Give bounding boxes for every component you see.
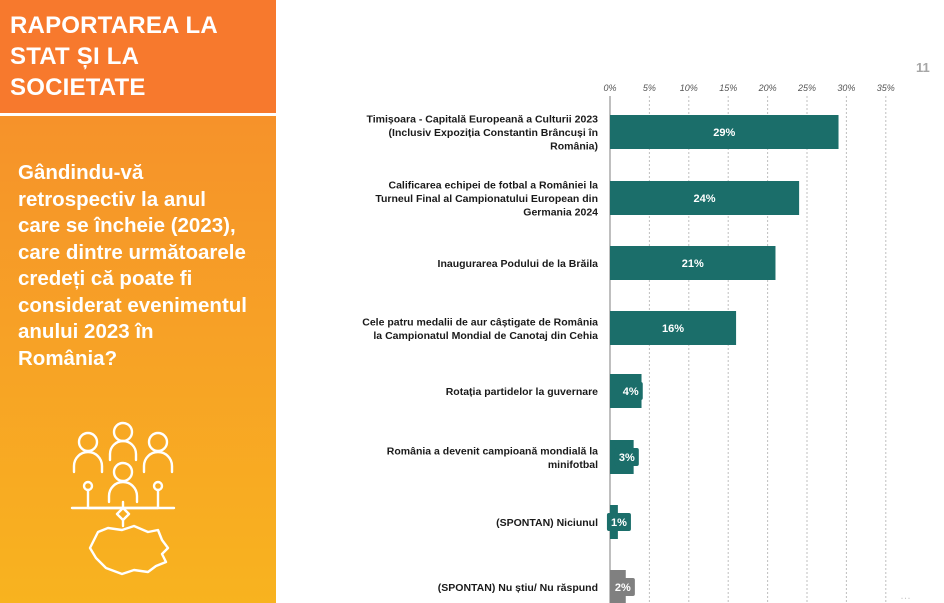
x-tick-label: 5% bbox=[643, 83, 656, 93]
category-label-line: România) bbox=[550, 141, 598, 153]
category-label-line: România a devenit campioană mondială la bbox=[387, 445, 598, 457]
value-label-bg bbox=[618, 382, 643, 400]
x-tick-label: 35% bbox=[877, 83, 895, 93]
x-tick-label: 20% bbox=[758, 83, 777, 93]
category-label: Inaugurarea Podului de la Brăila bbox=[438, 258, 599, 270]
category-label: (SPONTAN) Nu știu/ Nu răspund bbox=[438, 582, 598, 594]
category-label-line: (Inclusiv Expoziția Constantin Brâncuși … bbox=[389, 127, 598, 139]
value-label: 29% bbox=[713, 127, 735, 139]
category-label: Rotația partidelor la guvernare bbox=[446, 386, 598, 398]
category-label: (SPONTAN) Niciunul bbox=[496, 517, 598, 529]
corner-watermark-fragment: … bbox=[900, 590, 911, 602]
value-label-bg bbox=[614, 448, 639, 466]
value-label: 21% bbox=[682, 258, 704, 270]
bar bbox=[610, 115, 839, 149]
category-label-line: Timișoara - Capitală Europeană a Culturi… bbox=[367, 114, 599, 126]
x-tick-label: 30% bbox=[837, 83, 855, 93]
category-label-line: Germania 2024 bbox=[523, 207, 598, 219]
value-label: 1% bbox=[611, 517, 627, 529]
value-label-bg bbox=[606, 513, 631, 531]
x-tick-label: 25% bbox=[797, 83, 816, 93]
category-label-line: Cele patru medalii de aur câștigate de R… bbox=[362, 316, 598, 328]
survey-question: Gândindu-vă retrospectiv la anul care se… bbox=[18, 161, 247, 370]
x-tick-label: 15% bbox=[719, 83, 737, 93]
bars: 29% 24% 21% 16% 4% 3% 1% 2% bbox=[606, 115, 839, 603]
value-label: 4% bbox=[623, 386, 639, 398]
x-tick-label: 10% bbox=[680, 83, 698, 93]
sidebar-header: RAPORTAREA LA STAT ȘI LA SOCIETATE bbox=[0, 0, 276, 116]
value-label: 2% bbox=[615, 582, 631, 594]
value-label: 24% bbox=[694, 193, 716, 205]
category-label: Calificarea echipei de fotbal a României… bbox=[375, 180, 598, 219]
category-label: Timișoara - Capitală Europeană a Culturi… bbox=[367, 114, 599, 153]
x-tick-label: 0% bbox=[603, 83, 616, 93]
category-labels: Timișoara - Capitală Europeană a Culturi… bbox=[362, 114, 598, 595]
category-label-line: Inaugurarea Podului de la Brăila bbox=[438, 258, 599, 270]
grid-lines bbox=[609, 96, 887, 603]
value-label: 3% bbox=[619, 452, 635, 464]
category-label: Cele patru medalii de aur câștigate de R… bbox=[362, 316, 598, 342]
category-label-line: (SPONTAN) Nu știu/ Nu răspund bbox=[438, 582, 598, 594]
category-label-line: minifotbal bbox=[548, 459, 598, 471]
bar bbox=[610, 311, 737, 345]
people-network-romania-map-icon bbox=[70, 421, 176, 576]
sidebar-panel: RAPORTAREA LA STAT ȘI LA SOCIETATE Gândi… bbox=[0, 0, 276, 603]
value-label-bg bbox=[610, 578, 635, 596]
category-label-line: (SPONTAN) Niciunul bbox=[496, 517, 598, 529]
category-label-line: la Campionatul Mondial de Canotaj din Ce… bbox=[373, 330, 598, 342]
category-label: România a devenit campioană mondială la m… bbox=[387, 445, 598, 471]
category-label-line: Calificarea echipei de fotbal a României… bbox=[389, 180, 599, 192]
value-label: 16% bbox=[662, 323, 684, 335]
category-label-line: Rotația partidelor la guvernare bbox=[446, 386, 598, 398]
page-number: 11 bbox=[916, 60, 930, 75]
category-label-line: Turneul Final al Campionatului European … bbox=[375, 193, 598, 205]
section-title: RAPORTAREA LA STAT ȘI LA SOCIETATE bbox=[10, 12, 218, 101]
bar bbox=[610, 181, 800, 215]
x-axis-ticks: 0% 5% 10% 15% 20% 25% 30% 35% bbox=[603, 83, 894, 93]
bar bbox=[610, 246, 776, 280]
